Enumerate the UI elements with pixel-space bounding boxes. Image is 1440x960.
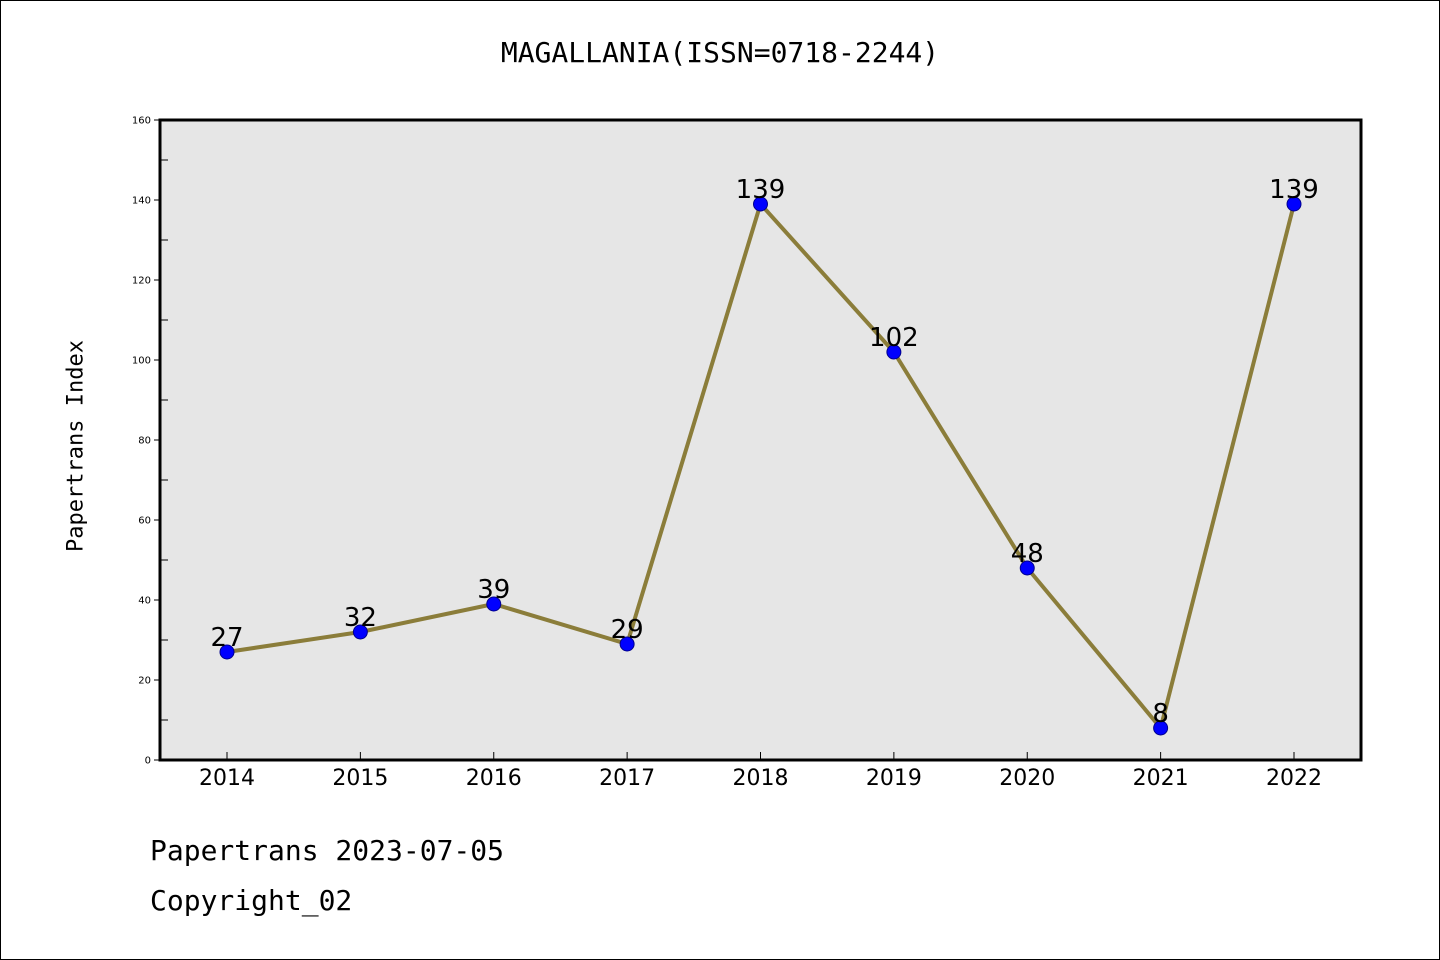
x-tick-label: 2020 — [999, 766, 1055, 791]
data-point — [886, 344, 902, 360]
data-label: 48 — [1011, 539, 1044, 569]
data-point — [486, 596, 502, 612]
x-tick-label: 2017 — [599, 766, 655, 791]
data-point — [619, 636, 635, 652]
x-tick-label: 2016 — [466, 766, 522, 791]
data-label: 8 — [1152, 699, 1169, 729]
y-tick-label: 0 — [145, 756, 151, 767]
data-label: 139 — [736, 175, 786, 205]
y-tick-label: 140 — [132, 196, 151, 207]
data-label: 29 — [611, 615, 644, 645]
data-point — [219, 644, 235, 660]
data-point — [1286, 196, 1302, 212]
y-tick-label: 120 — [132, 276, 151, 287]
x-tick-label: 2014 — [199, 766, 255, 791]
x-tick-label: 2022 — [1266, 766, 1322, 791]
y-tick-label: 60 — [138, 516, 151, 527]
data-label: 39 — [477, 575, 510, 605]
x-tick-label: 2021 — [1133, 766, 1189, 791]
plot-area — [160, 120, 1361, 760]
data-label: 27 — [210, 623, 243, 653]
y-tick-label: 40 — [138, 596, 151, 607]
footer-date: Papertrans 2023-07-05 — [150, 834, 505, 867]
data-label: 102 — [869, 323, 919, 353]
data-point — [352, 624, 368, 640]
y-tick-label: 160 — [132, 116, 151, 127]
data-point — [1153, 720, 1169, 736]
plot-border — [158, 118, 1363, 762]
y-tick-label: 80 — [138, 436, 151, 447]
data-label: 139 — [1269, 175, 1319, 205]
data-point — [1019, 560, 1035, 576]
x-tick-label: 2018 — [733, 766, 789, 791]
chart-title: MAGALLANIA(ISSN=0718-2244) — [500, 36, 940, 69]
data-label: 32 — [344, 603, 377, 633]
data-point — [753, 196, 768, 212]
x-tick-label: 2019 — [866, 766, 922, 791]
y-tick-label: 20 — [138, 676, 151, 687]
y-tick-label: 100 — [132, 356, 151, 367]
x-tick-label: 2015 — [332, 766, 388, 791]
footer-copyright: Copyright_02 — [150, 884, 353, 917]
